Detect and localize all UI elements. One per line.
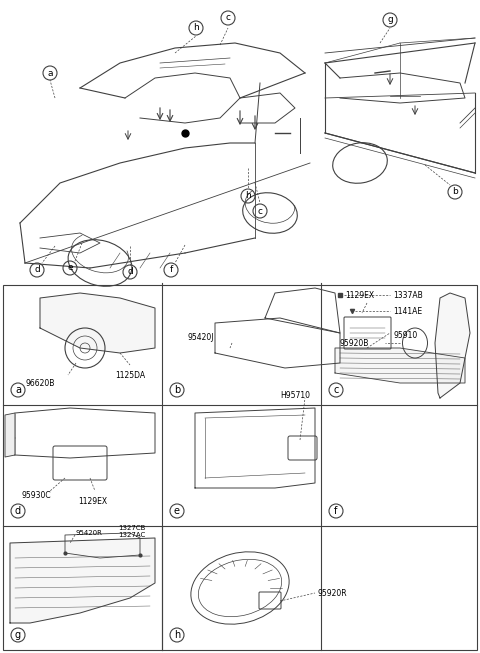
Text: g: g bbox=[387, 16, 393, 25]
Polygon shape bbox=[335, 348, 465, 383]
Text: 95930C: 95930C bbox=[22, 490, 52, 500]
Text: h: h bbox=[193, 24, 199, 33]
Text: 1129EX: 1129EX bbox=[78, 496, 107, 505]
Text: g: g bbox=[15, 630, 21, 640]
Text: b: b bbox=[452, 187, 458, 197]
Text: 95420R: 95420R bbox=[75, 530, 102, 536]
Text: 1327CB: 1327CB bbox=[118, 525, 145, 531]
Polygon shape bbox=[10, 538, 155, 623]
Text: 95910: 95910 bbox=[393, 330, 417, 340]
Text: e: e bbox=[174, 506, 180, 516]
Text: 95420J: 95420J bbox=[188, 332, 215, 342]
Text: a: a bbox=[15, 385, 21, 395]
Text: 95920R: 95920R bbox=[317, 588, 347, 597]
Polygon shape bbox=[5, 413, 15, 457]
Text: b: b bbox=[174, 385, 180, 395]
Text: f: f bbox=[334, 506, 338, 516]
Polygon shape bbox=[40, 293, 155, 353]
Text: 1141AE: 1141AE bbox=[393, 306, 422, 315]
Text: 96620B: 96620B bbox=[25, 379, 54, 387]
Text: d: d bbox=[15, 506, 21, 516]
Text: e: e bbox=[67, 264, 73, 272]
Text: a: a bbox=[47, 69, 53, 78]
Text: c: c bbox=[226, 14, 230, 22]
Text: d: d bbox=[127, 268, 133, 276]
Text: 95920B: 95920B bbox=[340, 338, 370, 347]
Text: c: c bbox=[333, 385, 339, 395]
Text: 1337AB: 1337AB bbox=[393, 291, 423, 300]
Text: f: f bbox=[169, 266, 173, 274]
Text: 1125DA: 1125DA bbox=[115, 370, 145, 379]
Text: 1129EX: 1129EX bbox=[345, 291, 374, 300]
Text: d: d bbox=[34, 266, 40, 274]
Text: h: h bbox=[245, 191, 251, 200]
Text: H95710: H95710 bbox=[280, 390, 310, 400]
Bar bbox=[3, 285, 477, 650]
Polygon shape bbox=[435, 293, 470, 398]
Text: c: c bbox=[257, 206, 263, 215]
Text: 1327AC: 1327AC bbox=[118, 532, 145, 538]
Text: h: h bbox=[174, 630, 180, 640]
